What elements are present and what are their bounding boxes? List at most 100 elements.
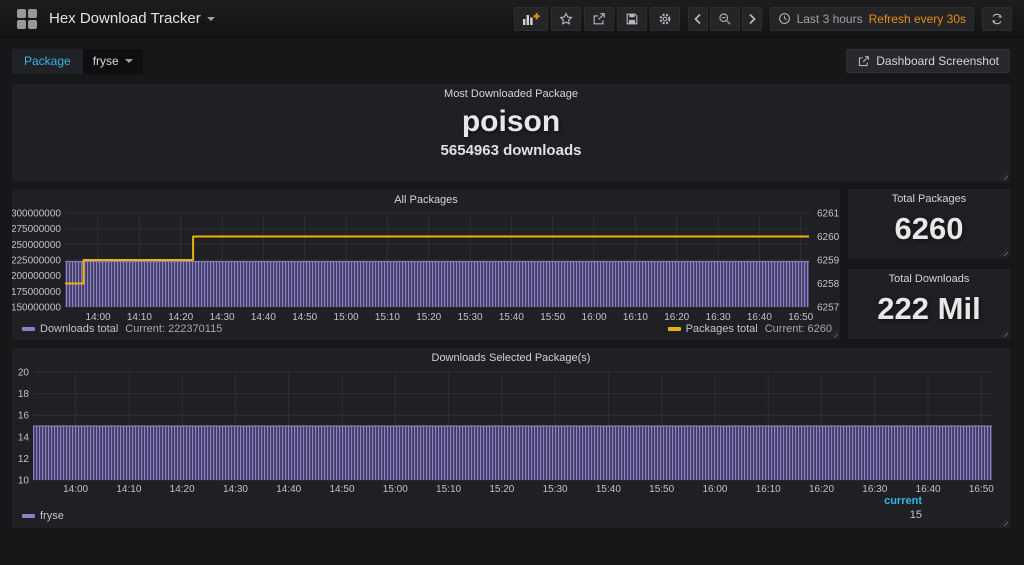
panel-title[interactable]: Total Downloads [888,273,970,285]
save-icon [626,13,637,24]
series-swatch-purple [22,327,35,331]
time-back-button[interactable] [687,6,708,31]
panel-resize-handle[interactable] [1000,172,1008,180]
zoom-out-icon [718,12,731,25]
total-packages-value: 6260 [894,211,964,246]
svg-text:250000000: 250000000 [12,240,61,251]
svg-text:15:30: 15:30 [543,484,568,495]
legend-value-table: current 15 [884,495,922,521]
svg-text:10: 10 [18,476,30,487]
variable-label: Package [12,48,83,74]
svg-text:18: 18 [18,389,30,400]
svg-text:6258: 6258 [817,279,840,290]
star-button[interactable] [550,6,581,31]
downloads-selected-chart[interactable]: 20 18 16 14 12 10 14:00 14:10 14:20 14:30 14:40 14:… [12,348,1010,498]
time-forward-button[interactable] [741,6,762,31]
caret-down-icon [124,59,133,63]
svg-text:14: 14 [18,432,30,443]
dashboard-title: Hex Download Tracker [49,10,201,27]
legend-series-name: fryse [40,510,64,522]
svg-text:16:00: 16:00 [702,484,727,495]
dashboard-grid-icon[interactable] [17,8,37,29]
dashboard-screenshot-button[interactable]: Dashboard Screenshot [846,49,1010,73]
svg-text:275000000: 275000000 [12,224,61,235]
panel-total-packages: Total Packages 6260 [848,189,1010,258]
refresh-interval-label: Refresh every 30s [868,11,966,26]
legend-column-current[interactable]: current [884,495,922,507]
variable-dropdown[interactable]: fryse [82,48,143,74]
panel-title[interactable]: Total Packages [891,193,967,205]
svg-text:300000000: 300000000 [12,209,61,220]
series-swatch-yellow [667,327,681,331]
save-button[interactable] [616,6,647,31]
legend-downloads-total[interactable]: Downloads total Current: 222370115 [22,323,222,335]
panel-downloads-selected: 20 18 16 14 12 10 14:00 14:10 14:20 14:30 14:40 14:… [12,348,1010,528]
svg-text:16:10: 16:10 [623,312,648,323]
add-panel-button[interactable] [513,6,548,31]
svg-text:16:50: 16:50 [969,484,994,495]
panel-resize-handle[interactable] [830,330,838,338]
svg-text:15:20: 15:20 [489,484,514,495]
zoom-out-button[interactable] [709,6,740,31]
all-packages-chart[interactable]: 300000000 275000000 250000000 225000000 2000… [12,190,840,326]
time-range-label: Last 3 hours [796,11,863,26]
svg-text:16:10: 16:10 [756,484,781,495]
legend-packages-total[interactable]: Packages total Current: 6260 [667,323,832,335]
svg-text:14:20: 14:20 [168,312,193,323]
svg-text:15:50: 15:50 [540,312,565,323]
svg-text:14:10: 14:10 [127,312,152,323]
svg-text:14:40: 14:40 [251,312,276,323]
svg-text:16:40: 16:40 [916,484,941,495]
svg-text:16:00: 16:00 [582,312,607,323]
svg-text:16:40: 16:40 [747,312,772,323]
panel-resize-handle[interactable] [1000,329,1008,337]
legend-current-value: Current: 222370115 [125,323,223,335]
svg-text:15:10: 15:10 [375,312,400,323]
svg-text:15:50: 15:50 [649,484,674,495]
external-link-icon [859,55,870,66]
chevron-left-icon [693,13,701,24]
legend-current-value: 15 [909,509,922,521]
refresh-icon [992,13,1002,24]
panel-all-packages: 300000000 275000000 250000000 225000000 2000… [12,190,840,340]
svg-text:16:50: 16:50 [788,312,813,323]
series-swatch-purple [22,514,35,518]
panel-most-downloaded: Most Downloaded Package poison 5654963 d… [12,84,1010,182]
svg-text:16:30: 16:30 [862,484,887,495]
dashboard-submenu: Package fryse Dashboard Screenshot [12,48,1010,74]
svg-text:14:20: 14:20 [170,484,195,495]
svg-text:6259: 6259 [817,256,840,267]
legend-series-name: Packages total [685,323,758,335]
settings-button[interactable] [649,6,680,31]
svg-text:14:40: 14:40 [276,484,301,495]
svg-text:15:10: 15:10 [436,484,461,495]
add-panel-icon [522,12,540,25]
panel-title[interactable]: All Packages [394,194,458,206]
svg-text:15:40: 15:40 [499,312,524,323]
svg-text:15:40: 15:40 [596,484,621,495]
svg-text:16: 16 [18,411,30,422]
panel-title[interactable]: Downloads Selected Package(s) [431,352,591,364]
dashboard-title-dropdown[interactable]: Hex Download Tracker [49,10,215,27]
svg-text:15:20: 15:20 [416,312,441,323]
time-range-button[interactable]: Last 3 hours Refresh every 30s [769,6,974,31]
legend-fryse[interactable]: fryse [22,510,64,522]
total-downloads-value: 222 Mil [877,291,981,326]
legend-series-name: Downloads total [40,323,119,335]
share-button[interactable] [583,6,614,31]
panel-total-downloads: Total Downloads 222 Mil [848,269,1010,339]
svg-text:14:50: 14:50 [329,484,354,495]
clock-icon [778,13,790,24]
panel-title[interactable]: Most Downloaded Package [444,88,578,100]
share-icon [593,12,605,24]
most-downloaded-subtitle: 5654963 downloads [440,142,582,159]
panel-resize-handle[interactable] [1000,248,1008,256]
refresh-button[interactable] [982,6,1012,31]
svg-text:16:20: 16:20 [664,312,689,323]
panel-resize-handle[interactable] [1000,518,1008,526]
svg-text:12: 12 [18,454,30,465]
svg-text:15:00: 15:00 [334,312,359,323]
most-downloaded-value: poison [461,105,561,138]
screenshot-button-label: Dashboard Screenshot [876,54,999,68]
top-navbar: Hex Download Tracker [0,0,1024,38]
